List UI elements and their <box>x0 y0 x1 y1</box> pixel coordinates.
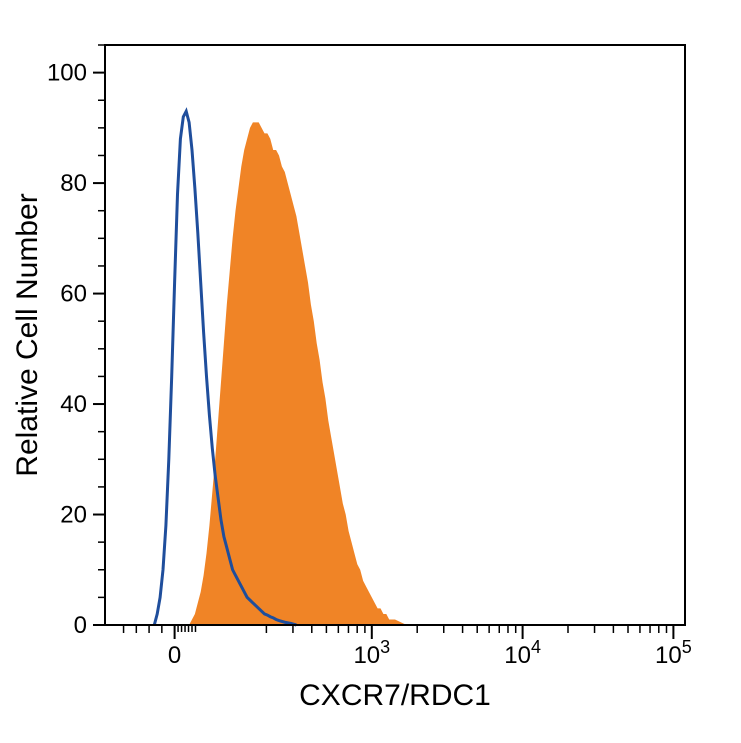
y-tick-label: 20 <box>60 502 87 529</box>
y-tick-label: 100 <box>47 60 87 87</box>
y-tick-label: 0 <box>74 612 87 639</box>
flow-cytometry-chart: 0 20 40 60 80 100 Relative Cell Number 0 103 104 1… <box>0 0 741 743</box>
y-tick-label: 80 <box>60 170 87 197</box>
series-stained <box>189 122 407 625</box>
x-tick-label: 105 <box>655 637 692 669</box>
x-tick-label: 0 <box>168 642 181 669</box>
x-tick-label: 104 <box>504 637 541 669</box>
x-tick-label: 103 <box>353 637 390 669</box>
y-axis-label: Relative Cell Number <box>11 193 44 476</box>
chart-svg: 0 20 40 60 80 100 Relative Cell Number 0 103 104 1… <box>0 0 741 743</box>
x-axis-label: CXCR7/RDC1 <box>299 679 491 712</box>
y-tick-label: 40 <box>60 391 87 418</box>
y-tick-label: 60 <box>60 281 87 308</box>
